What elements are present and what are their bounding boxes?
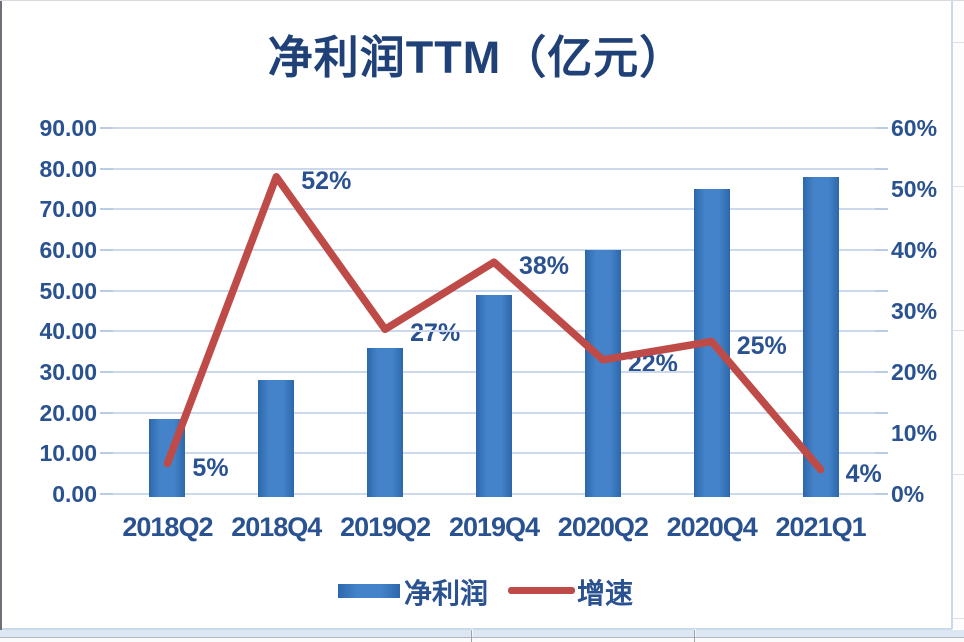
axis-tick-left [100,290,113,292]
axis-tick-right [875,208,888,210]
y-axis-label-left: 70.00 [39,196,97,223]
line-data-label: 27% [410,319,461,348]
axis-tick-left [100,493,113,495]
growth-line-series[interactable] [113,128,875,494]
axis-tick-left [100,127,113,129]
plot-area: 5% 52% 27% 38% 22% 25% 4% [113,127,882,497]
gridline [113,249,875,251]
worksheet-cell-border [694,630,695,642]
chart-object[interactable]: 净利润TTM（亿元） 5% 52% 27% 38% 22% 25% 4% 90.… [2,1,951,628]
y-axis-label-right: 50% [891,176,938,202]
axis-tick-right [875,168,888,170]
y-axis-label-left: 10.00 [39,440,97,467]
axis-tick-left [100,208,113,210]
axis-tick-left [100,452,113,454]
legend-swatch-line[interactable] [508,587,575,594]
y-axis-label-right: 30% [891,298,938,324]
gridline [113,290,875,292]
worksheet-gridline [0,637,964,638]
y-axis-label-right: 10% [891,420,938,446]
worksheet-cell-gap [471,629,473,638]
axis-tick-right [875,127,888,129]
worksheet-bottom-row [0,638,964,642]
y-axis-label-right: 0% [891,481,925,507]
x-axis-label: 2020Q4 [666,512,758,542]
worksheet-gridline [953,186,964,187]
bar-2018Q4[interactable] [258,380,295,497]
line-data-label: 4% [845,459,882,488]
worksheet-right-strip [953,0,964,629]
legend-swatch-bar[interactable] [338,584,400,598]
x-axis-label: 2021Q1 [775,512,867,542]
x-axis-label: 2019Q2 [340,512,431,542]
bar-2021Q1[interactable] [802,176,839,497]
y-axis-label-right: 20% [891,359,938,385]
x-axis-label: 2020Q2 [557,512,649,542]
y-axis-label-left: 90.00 [39,115,97,141]
y-axis-label-right: 40% [891,237,938,263]
gridline [113,168,875,170]
worksheet-gridline [953,474,964,475]
chart-legend: 净利润 增速 [2,567,951,609]
worksheet-cell-gap [694,629,696,638]
bar-2019Q2[interactable] [367,347,404,497]
axis-tick-left [100,249,113,251]
bar-2019Q4[interactable] [476,294,512,497]
worksheet-gridline [953,330,964,331]
gridline [113,208,875,210]
worksheet-gridline [953,42,964,43]
axis-tick-left [100,412,113,414]
axis-tick-right [875,412,888,414]
y-axis-label-left: 20.00 [39,399,97,426]
axis-tick-right [875,249,888,251]
axis-tick-right [875,330,888,332]
chart-border-bottom [2,628,952,630]
axis-tick-right [875,452,888,454]
axis-tick-right [875,493,888,495]
chart-border-right [951,0,953,629]
x-axis-label: 2018Q2 [122,512,213,542]
axis-tick-right [875,290,888,292]
axis-tick-left [100,168,113,170]
x-axis-label: 2019Q4 [448,512,540,542]
legend-item-growth[interactable]: 增速 [577,578,634,609]
y-axis-label-right: 60% [891,115,938,141]
chart-title[interactable]: 净利润TTM（亿元） [267,32,686,83]
worksheet-cell-border [471,630,472,642]
axis-tick-left [100,371,113,373]
window-top-edge [0,0,964,1]
y-axis-label-left: 30.00 [39,359,97,385]
window-left-edge [0,0,2,630]
axis-tick-right [875,371,888,373]
y-axis-label-left: 80.00 [39,155,97,182]
line-data-label: 5% [192,453,229,482]
worksheet-gridline [953,618,964,619]
growth-line[interactable] [163,173,825,474]
worksheet-row-band [0,630,964,637]
y-axis-label-left: 40.00 [39,318,97,345]
y-axis-label-left: 0.00 [52,481,97,507]
line-data-label: 52% [301,166,352,195]
bar-2020Q2[interactable] [584,250,621,497]
y-axis-label-left: 50.00 [39,277,97,304]
line-data-label: 25% [736,331,787,360]
legend-item-net-profit[interactable]: 净利润 [404,578,489,609]
y-axis-label-left: 60.00 [39,237,97,263]
x-axis-label: 2018Q4 [231,512,322,542]
line-data-label: 38% [519,252,570,281]
axis-tick-left [100,330,113,332]
gridline [113,127,875,129]
